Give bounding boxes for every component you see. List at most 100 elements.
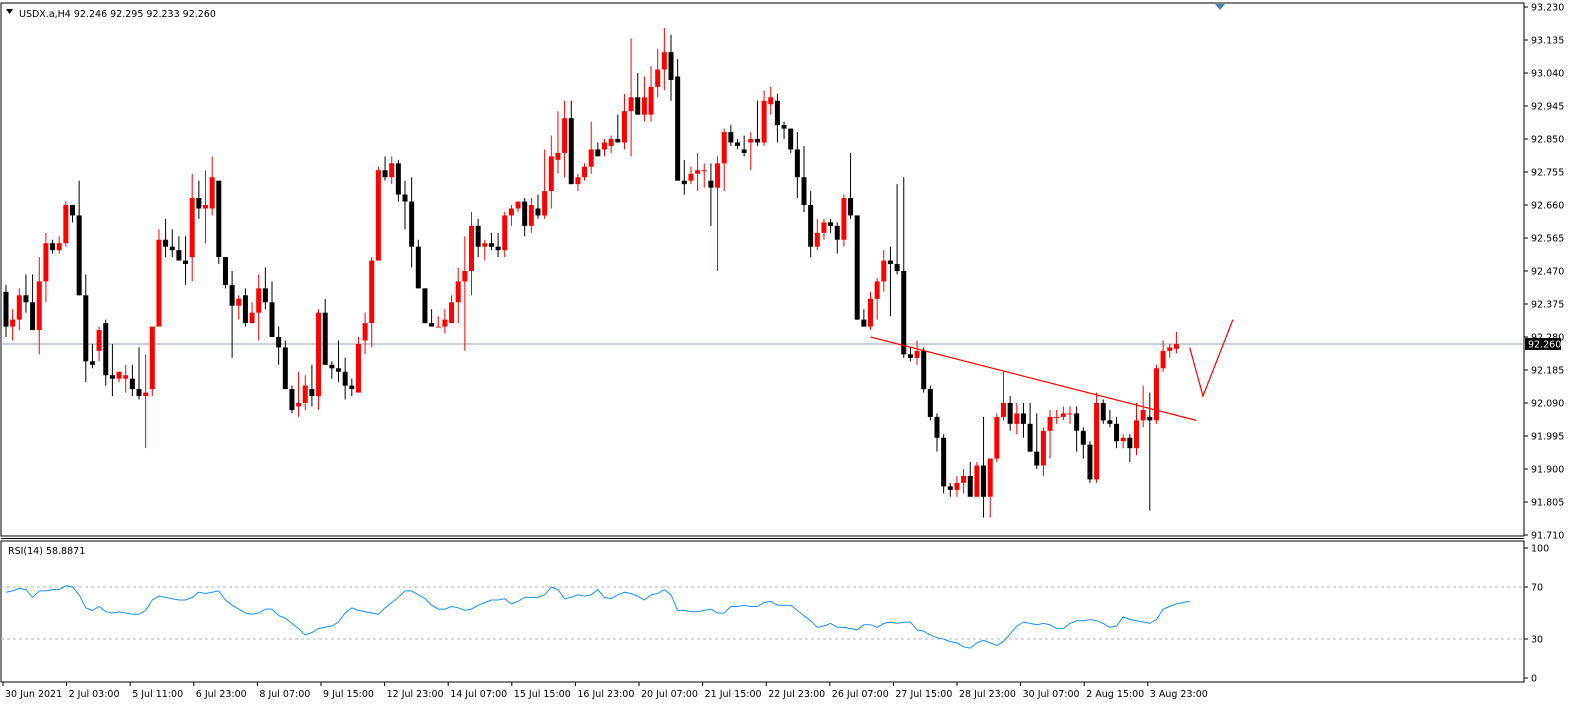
candle-body [794,149,800,178]
candle-body [582,166,588,178]
candle-body [282,347,288,390]
candle-body [488,243,494,247]
candle-body [994,416,1000,459]
candle-body [76,215,82,296]
candle-body [149,326,155,390]
candle-body [588,149,594,167]
triangle-down-marker-icon[interactable] [1215,4,1225,10]
candle-body [216,180,222,258]
candle-body [355,343,361,393]
candle-body [462,271,468,282]
candle-body [894,264,900,271]
candle-body [914,350,920,358]
candle-body [1173,343,1179,349]
rsi-tick-label: 0 [1531,674,1537,685]
time-tick-label: 20 Jul 07:00 [641,689,698,700]
candle-body [602,142,607,150]
candle-body [555,152,561,160]
time-tick-label: 16 Jul 23:00 [577,689,634,700]
candle-body [143,392,149,397]
candle-body [369,260,375,324]
candle-body [1074,413,1080,431]
candle-body [103,323,109,376]
candle-body [3,291,9,327]
candle-body [449,302,455,324]
candle-body [362,323,368,341]
candle-body [735,142,740,146]
candle-body [515,201,521,209]
time-tick-label: 12 Jul 23:00 [387,689,444,700]
candle-body [688,173,694,181]
candle-body [203,205,208,209]
time-tick-label: 22 Jul 23:00 [768,689,825,700]
triangle-down-icon[interactable] [6,9,13,14]
candle-body [934,416,940,438]
candle-body [455,281,461,303]
rsi-tick-label: 70 [1531,583,1543,594]
candle-body [402,194,408,202]
candle-body [123,375,129,379]
candle-body [1087,444,1093,480]
price-tick-label: 92.470 [1531,267,1564,278]
candle-body [249,312,255,324]
candle-body [841,198,847,240]
candle-body [129,378,135,390]
rsi-axis[interactable]: 100 70 30 0 [1524,544,1549,685]
candle-body [176,250,182,261]
candle-body [89,361,95,365]
candle-body [163,239,169,247]
candle-body [695,170,701,174]
candle-body [981,465,987,497]
candle-body [868,298,873,327]
candle-body [921,350,927,390]
candle-body [296,403,302,407]
price-tick-label: 93.135 [1531,36,1564,47]
candle-body [595,149,601,157]
time-axis[interactable]: 30 Jun 2021 2 Jul 03:00 5 Jul 11:00 6 Jul 2… [2,682,1208,700]
candle-body [156,239,162,327]
price-axis[interactable]: 93.230 93.135 93.040 92.945 92.850 92.755 92.6… [1524,3,1564,542]
candle-body [43,243,49,282]
candle-body [548,156,554,192]
time-tick-label: 14 Jul 07:00 [450,689,507,700]
candle-body [1067,413,1073,415]
candle-body [1147,416,1153,421]
rsi-pane-frame [0,540,1525,683]
candle-body [568,118,574,185]
chart-objects[interactable] [870,319,1234,421]
candle-body [774,100,780,126]
candle-body [1114,423,1120,442]
rsi-line [5,585,1190,649]
candle-body [854,215,860,320]
candle-body [1107,420,1113,424]
candle-body [941,437,947,487]
candle-body [801,177,807,205]
price-tick-label: 92.185 [1531,366,1564,377]
candle-body [83,295,89,362]
candle-body [415,246,421,289]
candle-body [608,139,614,146]
time-tick-label: 3 Aug 23:00 [1150,689,1208,700]
time-tick-label: 5 Jul 11:00 [132,689,183,700]
candle-body [954,482,960,490]
candle-body [748,139,754,143]
candle-body [861,319,867,327]
time-tick-label: 15 Jul 15:00 [514,689,571,700]
candles [3,27,1179,518]
candle-body [342,371,348,386]
candle-body [974,465,980,497]
candle-body [821,222,827,233]
candle-body [828,222,834,226]
candle-body [1007,403,1013,424]
candle-body [681,180,687,185]
candle-body [256,288,262,313]
candle-body [116,371,122,379]
price-tick-label: 91.995 [1531,432,1564,443]
rsi-polyline [5,585,1190,649]
price-tick-label: 92.850 [1531,135,1564,146]
candle-body [63,205,69,244]
candle-body [741,149,747,153]
candle-body [1153,368,1159,421]
